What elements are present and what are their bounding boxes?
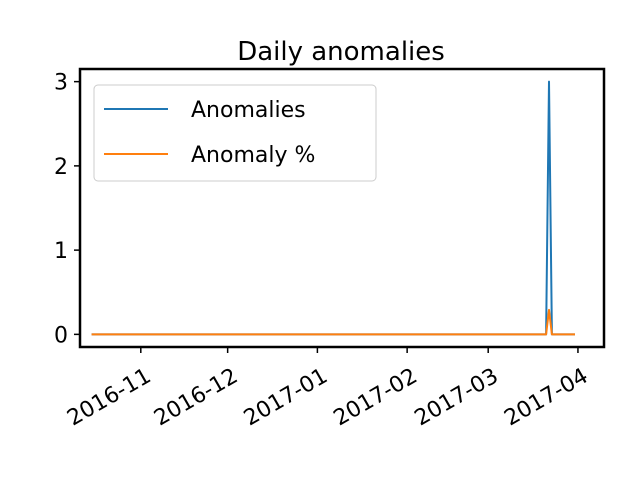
chart-title: Daily anomalies	[237, 37, 445, 67]
y-tick-label: 0	[54, 323, 68, 348]
y-axis: 0 1 2 3	[54, 71, 80, 348]
y-tick-label: 1	[54, 239, 68, 264]
y-tick-label: 3	[54, 71, 68, 96]
series-layer	[91, 80, 575, 336]
legend-label-0: Anomalies	[191, 98, 306, 123]
plot-frame	[78, 67, 606, 349]
series-line-1	[91, 308, 575, 336]
y-tick-label: 2	[54, 155, 68, 180]
legend: Anomalies Anomaly %	[93, 84, 377, 182]
legend-label-1: Anomaly %	[191, 143, 315, 168]
